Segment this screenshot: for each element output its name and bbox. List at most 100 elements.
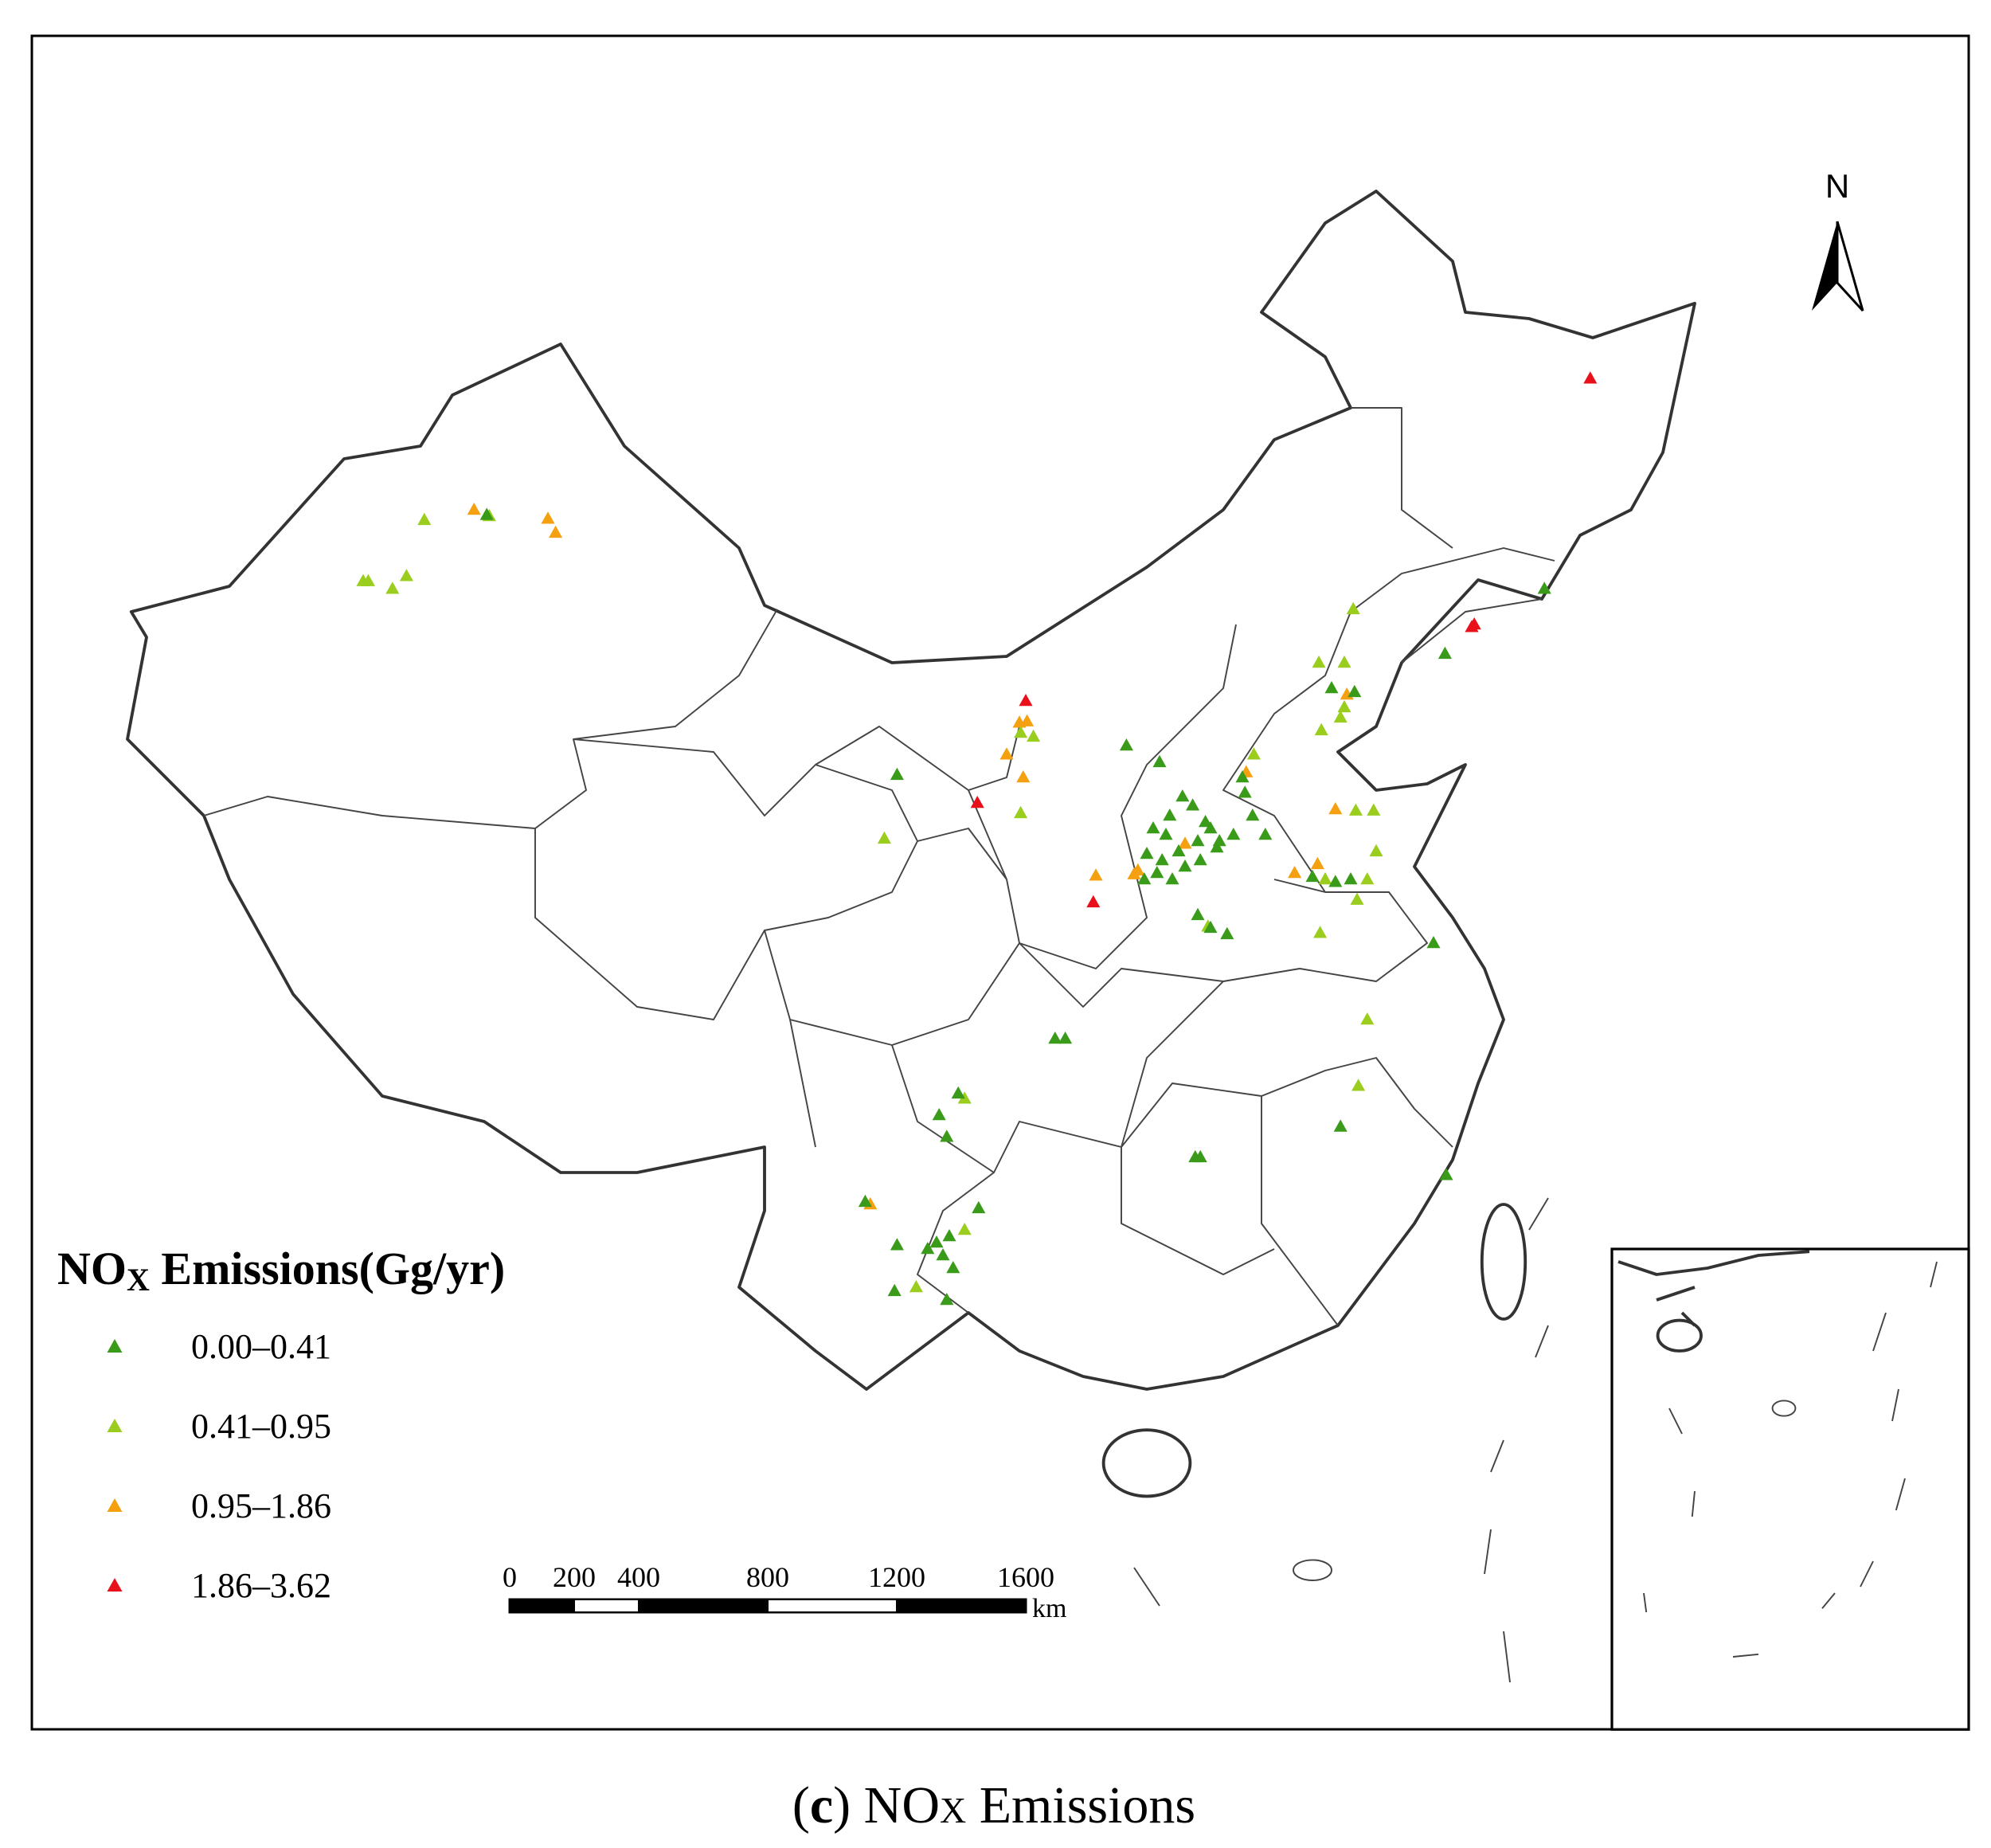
site-marker <box>1258 828 1273 840</box>
compass-arrow-right <box>1836 221 1864 312</box>
site-marker <box>1246 747 1261 760</box>
site-marker <box>1119 738 1133 751</box>
site-marker <box>1193 1149 1207 1163</box>
site-marker <box>1146 821 1160 834</box>
scale-bar-segment <box>509 1599 575 1613</box>
sea-boundary <box>1133 1197 1549 1683</box>
site-marker <box>1305 869 1320 883</box>
site-marker <box>1328 875 1343 887</box>
site-marker <box>1165 872 1179 885</box>
scale-bar-segment <box>573 1599 640 1613</box>
site-marker <box>1312 656 1326 668</box>
site-marker <box>467 503 481 515</box>
site-marker <box>999 747 1014 760</box>
site-marker <box>970 796 984 808</box>
site-marker <box>929 1235 944 1248</box>
site-marker <box>1583 371 1598 384</box>
site-marker <box>1220 926 1234 940</box>
site-marker <box>1027 729 1041 742</box>
site-marker <box>1348 803 1363 816</box>
site-marker <box>1137 872 1152 885</box>
legend-title: NOX Emissions(Gg/yr) <box>57 1243 505 1298</box>
legend-title-main: NO <box>57 1243 127 1294</box>
site-marker <box>932 1108 946 1121</box>
site-marker <box>1313 926 1328 938</box>
site-marker <box>1324 681 1339 694</box>
scale-bar-tick-label: 200 <box>553 1561 596 1593</box>
site-marker <box>1159 828 1173 840</box>
site-marker <box>890 767 904 781</box>
scale-bar-tick-label: 800 <box>746 1561 789 1593</box>
scale-bar-segment <box>767 1599 898 1613</box>
site-marker <box>936 1248 950 1261</box>
site-marker <box>385 581 400 594</box>
legend-label: 0.41–0.95 <box>191 1407 331 1446</box>
site-marker <box>1012 715 1027 728</box>
caption-letter: c <box>810 1776 833 1834</box>
site-marker <box>1186 798 1200 811</box>
site-marker <box>1369 844 1383 857</box>
legend-symbol <box>107 1419 123 1432</box>
site-marker <box>541 511 555 524</box>
site-marker <box>1172 844 1186 857</box>
site-marker <box>921 1242 935 1255</box>
scale-bar-unit: km <box>1032 1594 1066 1623</box>
site-marker <box>887 1283 902 1297</box>
site-marker <box>399 569 413 581</box>
site-marker <box>1203 821 1218 834</box>
site-marker <box>858 1194 872 1208</box>
site-marker <box>1014 805 1028 819</box>
site-marker <box>877 831 891 844</box>
site-marker <box>1537 581 1551 594</box>
site-marker <box>1152 754 1167 768</box>
site-marker <box>946 1261 960 1274</box>
legend-symbol <box>107 1339 123 1353</box>
site-marker <box>909 1280 923 1293</box>
site-marker <box>479 507 494 520</box>
site-marker <box>1210 840 1224 853</box>
site-marker <box>1367 803 1381 816</box>
site-marker <box>1360 1012 1375 1025</box>
site-marker <box>1089 868 1103 881</box>
site-marker <box>1140 847 1154 859</box>
inset-dashes <box>1643 1261 1938 1658</box>
site-marker <box>1318 872 1332 885</box>
site-marker <box>1439 1168 1453 1180</box>
caption-rest: Emissions <box>966 1776 1195 1834</box>
site-marker <box>1131 863 1145 876</box>
inset-hainan <box>1656 1318 1703 1353</box>
scale-bar-tick-label: 0 <box>503 1561 517 1593</box>
caption: (c) NOX Emissions <box>792 1776 1195 1834</box>
legend-symbol <box>107 1498 123 1512</box>
site-marker <box>1226 828 1241 840</box>
legend: 0.00–0.41 0.41–0.95 0.95–1.86 1.86–3.62 <box>107 1327 331 1605</box>
scale-bar-segment <box>638 1599 769 1613</box>
legend-label: 0.95–1.86 <box>191 1486 331 1525</box>
taiwan <box>1480 1203 1527 1321</box>
legend-title-rest: Emissions(Gg/yr) <box>150 1243 505 1294</box>
site-marker <box>356 574 370 586</box>
site-marker <box>940 1293 954 1306</box>
site-marker <box>1048 1032 1062 1044</box>
hainan <box>1101 1428 1192 1498</box>
scale-bar-tick-label: 1200 <box>868 1561 925 1593</box>
site-marker <box>1246 808 1260 821</box>
site-marker <box>1346 601 1360 615</box>
site-marker <box>951 1086 965 1099</box>
site-marker <box>1465 620 1479 632</box>
site-marker <box>1333 710 1348 723</box>
site-marker <box>1348 684 1362 698</box>
province-borders <box>203 407 1555 1326</box>
site-marker <box>1314 722 1328 736</box>
site-marker <box>1191 907 1205 921</box>
island <box>1293 1559 1332 1581</box>
site-marker <box>1058 1032 1073 1044</box>
site-marker <box>1014 726 1028 738</box>
site-marker <box>957 1091 972 1104</box>
site-marker <box>1178 836 1192 849</box>
site-marker <box>1350 892 1364 905</box>
site-marker <box>1337 656 1351 668</box>
caption-open: ( <box>792 1776 810 1834</box>
